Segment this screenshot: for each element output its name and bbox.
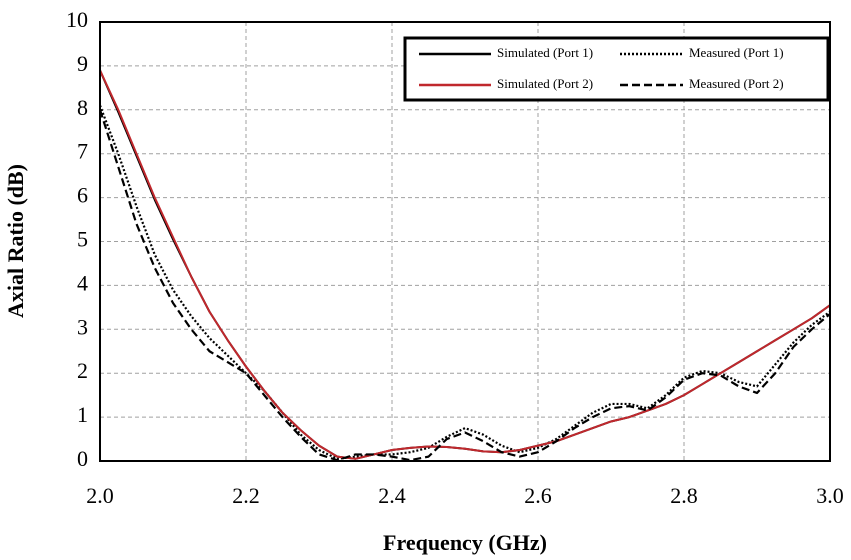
x-tick-label: 2.2 (232, 483, 260, 508)
series-line (98, 105, 831, 460)
x-tick-label: 2.0 (86, 483, 114, 508)
lines (98, 69, 831, 462)
legend-label: Simulated (Port 2) (497, 76, 593, 91)
x-axis-title: Frequency (GHz) (383, 530, 547, 555)
y-tick-label: 8 (77, 95, 88, 120)
series-line (98, 109, 831, 462)
y-tick-label: 10 (66, 7, 88, 32)
x-tick-label: 2.6 (524, 483, 552, 508)
y-tick-label: 0 (77, 446, 88, 471)
x-tick-label: 2.8 (670, 483, 698, 508)
legend: Simulated (Port 1) Measured (Port 1) Simul… (403, 36, 830, 102)
legend-label: Measured (Port 2) (689, 76, 784, 91)
y-tick-label: 7 (77, 139, 88, 164)
y-axis-title: Axial Ratio (dB) (3, 164, 28, 318)
grid (100, 22, 830, 461)
x-tick-label: 2.4 (378, 483, 406, 508)
series-line (99, 69, 831, 460)
ticks: 0 1 2 3 4 5 6 7 8 9 10 2.0 2.2 2.4 2.6 2.8 3.0 (66, 7, 844, 508)
y-tick-label: 9 (77, 51, 88, 76)
x-tick-label: 3.0 (816, 483, 844, 508)
plot-frame (99, 21, 831, 462)
y-tick-label: 2 (77, 358, 88, 383)
y-tick-label: 4 (77, 270, 88, 295)
y-tick-label: 5 (77, 227, 88, 252)
y-tick-label: 6 (77, 183, 88, 208)
series-line (99, 69, 831, 460)
legend-box (403, 36, 830, 102)
y-tick-label: 3 (77, 314, 88, 339)
legend-label: Simulated (Port 1) (497, 45, 593, 60)
legend-label: Measured (Port 1) (689, 45, 784, 60)
y-tick-label: 1 (77, 402, 88, 427)
